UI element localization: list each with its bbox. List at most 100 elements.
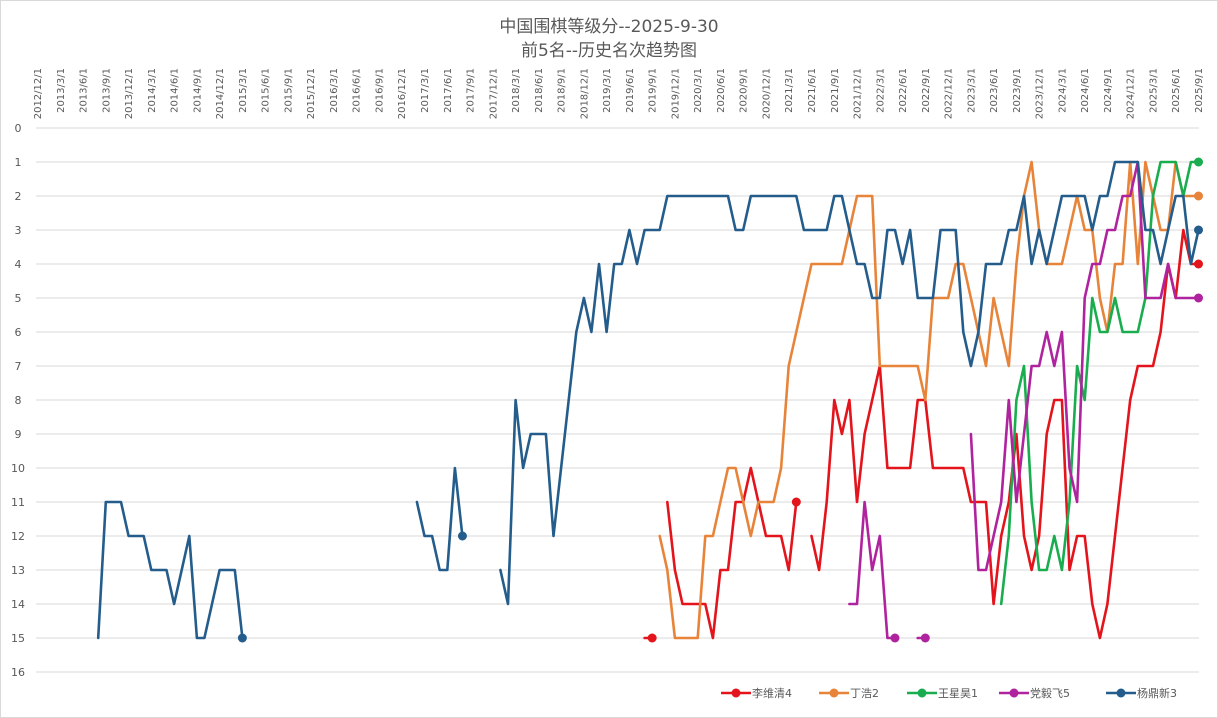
x-tick-label: 2022/9/1 — [921, 68, 932, 113]
series-lines — [96, 157, 1203, 643]
x-tick-label: 2024/12/1 — [1126, 68, 1137, 119]
series-end-marker — [890, 633, 900, 643]
series-end-marker — [1194, 293, 1203, 303]
series-line-segment — [665, 466, 798, 640]
x-tick-label: 2019/9/1 — [648, 68, 659, 113]
x-tick-label: 2018/3/1 — [511, 68, 522, 113]
legend-label: 李维清4 — [752, 686, 792, 700]
series-end-marker — [237, 633, 247, 643]
series-line-segment — [969, 160, 1200, 572]
x-tick-label: 2021/6/1 — [807, 68, 818, 113]
y-tick-label: 6 — [15, 326, 22, 339]
series-end-marker — [1194, 191, 1203, 201]
y-tick-label: 11 — [11, 496, 25, 509]
x-tick-label: 2014/9/1 — [192, 68, 203, 113]
x-tick-label: 2021/12/1 — [853, 68, 864, 119]
chart-title: 中国围棋等级分--2025-9-30 — [499, 17, 719, 37]
x-tick-label: 2015/9/1 — [283, 68, 294, 113]
legend-item: 党毅飞5 — [999, 686, 1070, 700]
y-tick-label: 9 — [15, 428, 22, 441]
x-tick-label: 2023/3/1 — [966, 68, 977, 113]
x-tick-label: 2013/3/1 — [56, 68, 67, 113]
legend-swatch-marker — [917, 688, 927, 698]
x-tick-label: 2023/12/1 — [1035, 68, 1046, 119]
x-tick-label: 2023/6/1 — [989, 68, 1000, 113]
y-tick-label: 13 — [11, 564, 25, 577]
legend: 李维清4 丁浩2 王星昊1 党毅飞5 杨鼎新3 — [721, 686, 1177, 700]
x-tick-label: 2014/12/1 — [215, 68, 226, 119]
y-tick-label: 0 — [15, 122, 22, 135]
y-tick-label: 7 — [15, 360, 22, 373]
y-tick-label: 8 — [15, 394, 22, 407]
y-tick-label: 5 — [15, 292, 22, 305]
legend-swatch-marker — [731, 688, 741, 698]
x-tick-label: 2016/3/1 — [329, 68, 340, 113]
legend-item: 王星昊1 — [907, 687, 978, 700]
legend-label: 杨鼎新3 — [1137, 686, 1177, 700]
x-tick-label: 2019/12/1 — [670, 68, 681, 119]
x-tick-label: 2021/9/1 — [830, 68, 841, 113]
x-tick-label: 2020/9/1 — [739, 68, 750, 113]
x-tick-label: 2023/9/1 — [1012, 68, 1023, 113]
x-tick-label: 2025/9/1 — [1194, 68, 1205, 113]
x-tick-label: 2013/12/1 — [124, 68, 135, 119]
x-tick-label: 2015/12/1 — [306, 68, 317, 119]
x-tick-label: 2018/6/1 — [534, 68, 545, 113]
legend-swatch-marker — [1116, 688, 1126, 698]
y-tick-label: 16 — [11, 666, 25, 679]
legend-label: 王星昊1 — [938, 687, 978, 700]
series-line-segment — [999, 160, 1200, 606]
x-tick-label: 2019/6/1 — [625, 68, 636, 113]
chart-subtitle: 前5名--历史名次趋势图 — [520, 41, 698, 61]
series-line-segment — [96, 500, 244, 640]
legend-item: 丁浩2 — [819, 687, 879, 700]
x-tick-label: 2018/9/1 — [557, 68, 568, 113]
legend-label: 丁浩2 — [850, 687, 879, 700]
x-tick-label: 2015/3/1 — [238, 68, 249, 113]
series-line-segment — [848, 500, 897, 640]
x-tick-label: 2019/3/1 — [602, 68, 613, 113]
series-4 — [96, 160, 1203, 643]
legend-item: 李维清4 — [721, 686, 792, 700]
legend-label: 党毅飞5 — [1030, 686, 1070, 700]
series-0 — [643, 228, 1203, 643]
legend-item: 杨鼎新3 — [1106, 686, 1177, 700]
legend-swatch-marker — [1009, 688, 1019, 698]
x-tick-label: 2017/6/1 — [443, 68, 454, 113]
x-tick-label: 2017/3/1 — [420, 68, 431, 113]
x-tick-label: 2013/6/1 — [79, 68, 90, 113]
x-tick-label: 2022/3/1 — [875, 68, 886, 113]
y-tick-label: 4 — [15, 258, 22, 271]
x-tick-label: 2016/6/1 — [352, 68, 363, 113]
series-end-marker — [1194, 225, 1203, 235]
series-end-marker — [457, 531, 467, 541]
x-tick-label: 2017/9/1 — [466, 68, 477, 113]
x-tick-label: 2024/6/1 — [1080, 68, 1091, 113]
x-tick-label: 2018/12/1 — [579, 68, 590, 119]
x-tick-label: 2021/3/1 — [784, 68, 795, 113]
x-tick-label: 2012/12/1 — [33, 68, 44, 119]
x-tick-label: 2016/12/1 — [397, 68, 408, 119]
series-line-segment — [499, 160, 1200, 606]
x-tick-label: 2025/6/1 — [1171, 68, 1182, 113]
x-tick-label: 2015/6/1 — [261, 68, 272, 113]
series-3 — [848, 160, 1203, 643]
legend-swatch-marker — [829, 688, 839, 698]
series-line-segment — [415, 466, 464, 572]
x-tick-label: 2022/6/1 — [898, 68, 909, 113]
y-tick-label: 15 — [11, 632, 25, 645]
y-tick-label: 14 — [11, 598, 25, 611]
x-tick-label: 2017/12/1 — [488, 68, 499, 119]
x-tick-label: 2022/12/1 — [944, 68, 955, 119]
x-tick-label: 2014/6/1 — [170, 68, 181, 113]
x-tick-label: 2020/3/1 — [693, 68, 704, 113]
y-tick-label: 2 — [15, 190, 22, 203]
series-end-marker — [791, 497, 801, 507]
y-tick-label: 12 — [11, 530, 25, 543]
series-line-segment — [810, 228, 1200, 640]
x-axis-tick-labels: 2012/12/1 2013/3/1 2013/6/1 2013/9/1 2013/12… — [33, 68, 1205, 119]
x-tick-label: 2025/3/1 — [1148, 68, 1159, 113]
